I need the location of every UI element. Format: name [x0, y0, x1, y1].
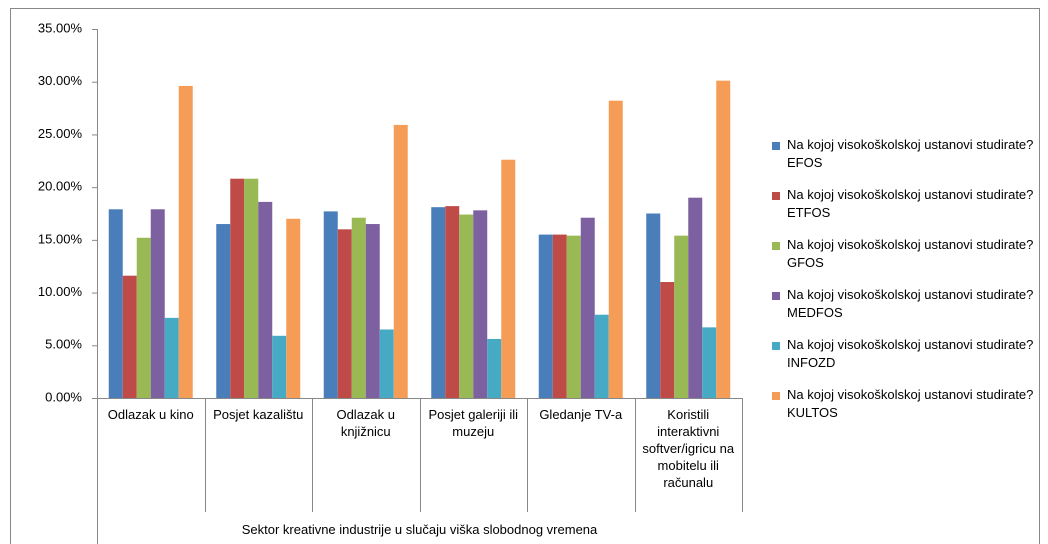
- bar: [716, 80, 731, 398]
- x-tick-label: Posjet galeriji ili muzeju: [428, 407, 519, 439]
- bar: [122, 275, 137, 398]
- y-tick-label: 10.00%: [38, 284, 83, 299]
- bar: [608, 100, 623, 398]
- bar: [702, 327, 717, 398]
- bar: [431, 207, 446, 398]
- y-tick-label: 25.00%: [38, 126, 83, 141]
- y-tick-label: 5.00%: [45, 337, 82, 352]
- bar: [164, 317, 179, 398]
- bar: [216, 224, 231, 398]
- bar: [258, 201, 273, 398]
- legend-label: Na kojoj visokoškolskoj ustanovi studira…: [787, 337, 1034, 370]
- bar: [473, 210, 488, 398]
- legend-swatch: [772, 342, 780, 350]
- bar: [552, 234, 567, 398]
- bar: [286, 218, 301, 398]
- x-tick-label: Gledanje TV-a: [539, 407, 623, 422]
- legend-swatch: [772, 392, 780, 400]
- legend-swatch: [772, 292, 780, 300]
- legend-label: Na kojoj visokoškolskoj ustanovi studira…: [787, 137, 1034, 170]
- bar: [136, 237, 151, 398]
- legend-label: Na kojoj visokoškolskoj ustanovi studira…: [787, 387, 1034, 420]
- bar: [393, 124, 408, 398]
- bar: [337, 229, 352, 398]
- chart-border: [10, 8, 1040, 544]
- bar: [108, 209, 123, 398]
- bar: [660, 282, 675, 398]
- bar: [150, 209, 165, 398]
- y-tick-label: 35.00%: [38, 20, 83, 35]
- bar: [230, 178, 245, 398]
- legend-swatch: [772, 242, 780, 250]
- bar: [688, 197, 703, 398]
- bar: [594, 314, 609, 398]
- legend-label: Na kojoj visokoškolskoj ustanovi studira…: [787, 187, 1034, 220]
- x-tick-label: Odlazak u knjižnicu: [336, 407, 396, 439]
- bar: [178, 85, 193, 398]
- x-tick-label: Posjet kazalištu: [213, 407, 304, 422]
- bar: [445, 206, 460, 398]
- x-tick-label: Koristili interaktivni softver/igricu na…: [642, 407, 735, 490]
- legend-label: Na kojoj visokoškolskoj ustanovi studira…: [787, 237, 1034, 270]
- bar: [538, 234, 553, 398]
- bar: [379, 329, 394, 398]
- y-tick-label: 15.00%: [38, 231, 83, 246]
- x-tick-label: Odlazak u kino: [107, 407, 194, 422]
- legend-swatch: [772, 192, 780, 200]
- y-tick-label: 0.00%: [45, 389, 82, 404]
- bar: [566, 235, 581, 398]
- bar: [646, 213, 661, 398]
- bar: [272, 335, 287, 398]
- y-tick-label: 20.00%: [38, 179, 83, 194]
- legend-label: Na kojoj visokoškolskoj ustanovi studira…: [787, 287, 1034, 320]
- x-axis-title: Sektor kreativne industrije u slučaju vi…: [241, 522, 598, 537]
- bar: [580, 217, 595, 398]
- bar: [487, 338, 502, 398]
- bar: [244, 178, 259, 398]
- bar: [674, 235, 689, 398]
- y-tick-label: 30.00%: [38, 73, 83, 88]
- bar: [351, 217, 366, 398]
- bar: [323, 211, 338, 398]
- bar: [501, 159, 516, 398]
- bar: [459, 214, 474, 398]
- bar: [365, 224, 380, 398]
- legend-swatch: [772, 142, 780, 150]
